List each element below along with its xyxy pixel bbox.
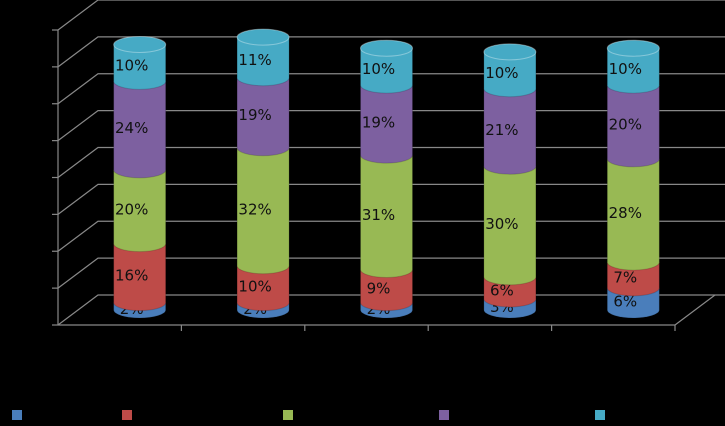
legend-marker <box>439 410 449 420</box>
cylinder-segment <box>113 243 167 312</box>
cylinder-segment <box>483 88 537 175</box>
data-label: 10% <box>238 278 271 296</box>
legend-marker <box>122 410 132 420</box>
data-label: 16% <box>115 267 148 285</box>
data-label: 30% <box>485 215 518 233</box>
cylinder-segment <box>360 47 413 94</box>
cylinder-segment <box>360 154 413 278</box>
grid-line <box>57 36 725 68</box>
legend-marker <box>283 410 293 420</box>
cylinder-segment <box>606 158 660 271</box>
cylinder-segment <box>606 261 660 297</box>
legend-marker <box>595 410 605 420</box>
data-label: 31% <box>362 206 395 224</box>
cylinder-segment <box>113 169 167 253</box>
cylinder-segment <box>236 77 290 157</box>
cylinder-cap <box>483 43 537 61</box>
cylinder-segment <box>606 47 660 94</box>
data-label: 10% <box>362 60 395 78</box>
cylinder-segment <box>236 265 290 312</box>
cylinder-cap <box>113 36 167 53</box>
data-label: 10% <box>485 64 518 82</box>
cylinder-segment <box>113 80 167 179</box>
grid-line <box>57 0 725 31</box>
cylinder-cap <box>236 28 290 46</box>
cylinder-segment <box>483 165 537 286</box>
data-label: 20% <box>115 200 148 218</box>
cylinder-segment <box>483 51 537 98</box>
data-label: 28% <box>609 204 642 222</box>
legend-marker <box>12 410 22 420</box>
data-label: 19% <box>362 114 395 132</box>
data-label: 19% <box>238 106 271 124</box>
data-label: 32% <box>238 200 271 218</box>
cylinder-segment <box>236 147 290 275</box>
cylinder-segment <box>236 36 290 87</box>
cylinder-cap <box>606 39 660 57</box>
data-label: 21% <box>485 121 518 139</box>
data-label: 24% <box>115 119 148 137</box>
data-label: 11% <box>238 51 271 69</box>
data-label: 7% <box>613 268 637 286</box>
data-label: 20% <box>609 115 642 133</box>
cylinder-segment <box>113 44 167 90</box>
cylinder-segment <box>606 84 660 168</box>
cylinder-segment <box>360 268 413 312</box>
cylinder-segment <box>483 276 537 308</box>
data-label: 6% <box>613 292 637 310</box>
data-label: 10% <box>115 56 148 74</box>
data-label: 9% <box>367 280 391 298</box>
data-label: 6% <box>490 281 514 299</box>
cylinder-segment <box>606 287 660 319</box>
cylinder-segment <box>360 84 413 164</box>
data-label: 10% <box>609 60 642 78</box>
cylinder-cap <box>360 39 413 57</box>
